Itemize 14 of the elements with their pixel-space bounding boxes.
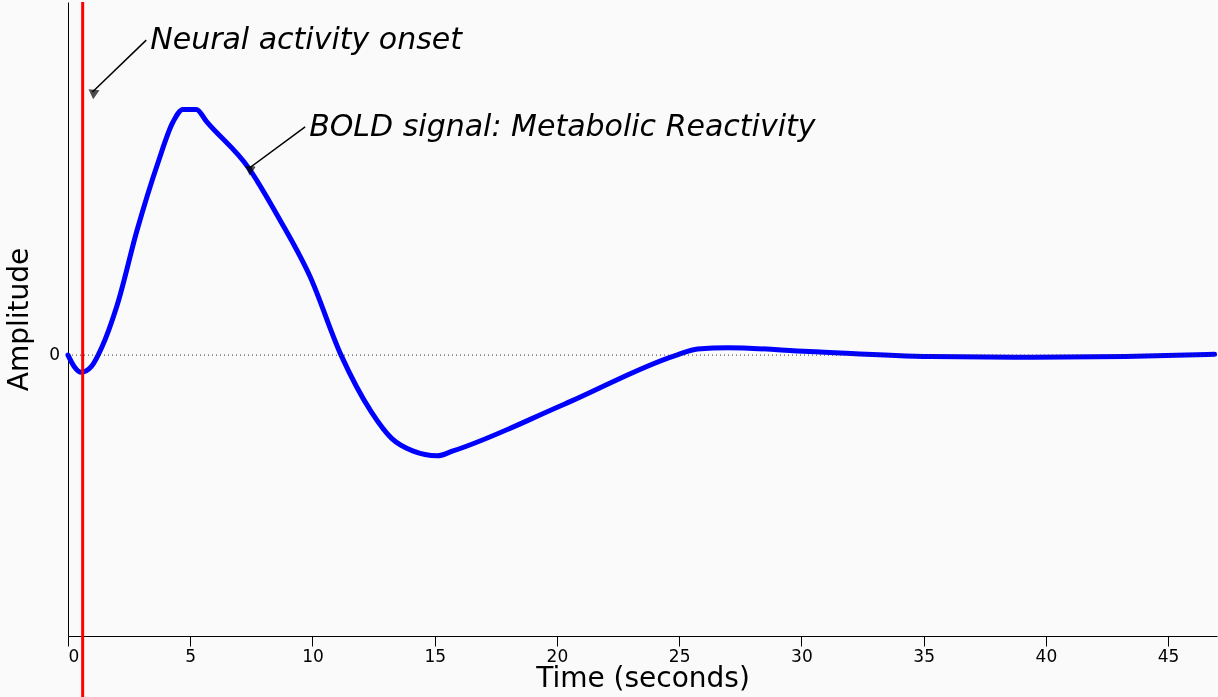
x-tick-label: 20 xyxy=(546,645,569,666)
text: Neural activity onset xyxy=(150,21,464,57)
y-axis-title: Amplitude xyxy=(1,247,35,392)
ref-line-label: 0 xyxy=(49,344,60,365)
x-tick-label: 40 xyxy=(1035,645,1058,666)
x-tick-label: 35 xyxy=(913,645,935,666)
x-tick-label: 30 xyxy=(791,645,813,666)
x-tick-label: 5 xyxy=(185,645,197,666)
x-tick-label: 0 xyxy=(68,645,80,666)
x-tick-label: 10 xyxy=(302,645,324,666)
x-tick-label: 45 xyxy=(1157,645,1180,666)
x-tick-label: 15 xyxy=(424,645,447,666)
x-tick-label: 25 xyxy=(668,645,691,666)
annotation: BOLD signal: Metabolic Reactivity xyxy=(309,107,817,143)
